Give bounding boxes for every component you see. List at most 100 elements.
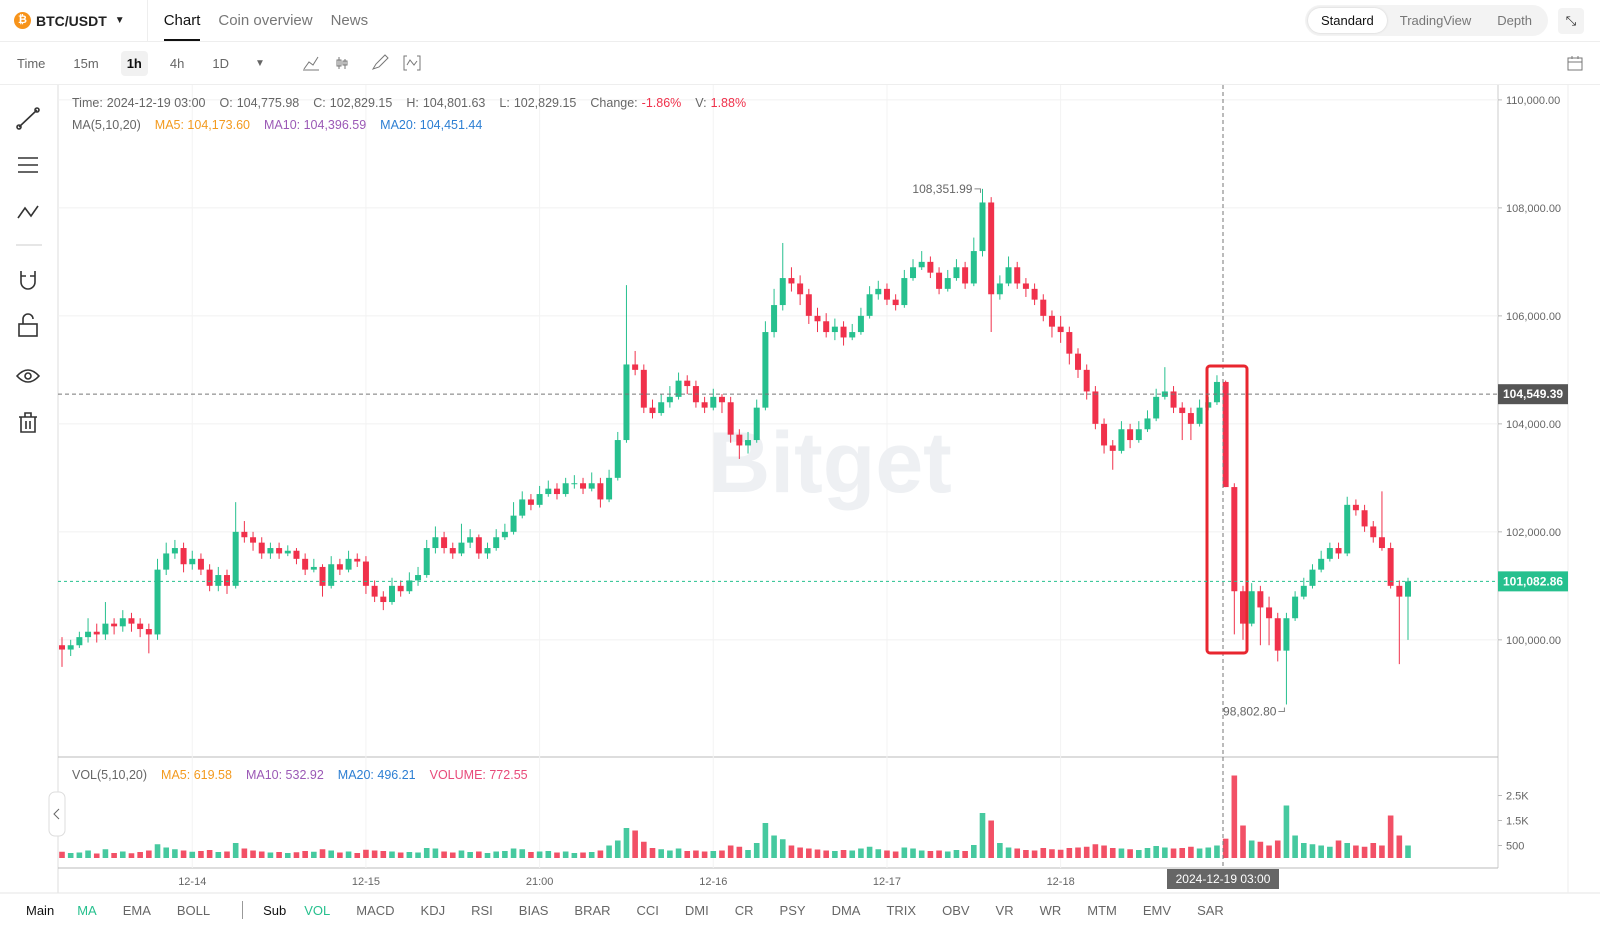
volume-bar [484,853,491,858]
candle-body [93,631,100,635]
indicator-icon[interactable] [403,55,421,71]
volume-bar [1292,835,1298,858]
volume-bar [1240,825,1246,858]
volume-bar [1396,835,1403,858]
volume-bar [632,830,638,858]
interval[interactable]: Time [17,55,46,71]
sub-indicator[interactable]: KDJ [420,902,446,918]
main-indicator[interactable]: MA [77,902,97,918]
interval[interactable]: 1h [120,50,148,76]
lock-shackle [22,313,34,324]
volume-bar [840,850,847,858]
symbol[interactable]: BTC/USDT [36,12,107,29]
candle-body [996,283,1003,295]
sub-indicator[interactable]: OBV [942,902,970,918]
y-tick-label: 102,000.00 [1506,527,1561,539]
candle-body [128,618,135,624]
volume-bar [59,851,65,858]
crosshair-price-label: 104,549.39 [1503,387,1563,401]
volume-bar [588,852,595,858]
candle-body [475,537,482,554]
candle-body [319,566,326,586]
line-type-icon[interactable] [302,56,319,71]
interval-dropdown[interactable]: ▼ [254,57,265,69]
candle-body [753,407,760,441]
sub-indicator[interactable]: VOL [304,902,331,918]
main-indicator[interactable]: BOLL [176,902,211,918]
calendar-icon[interactable] [1567,55,1583,71]
candle-body [189,558,196,565]
candle-body [1127,429,1134,441]
candle-body [250,537,257,543]
high-label: 108,351.99 [912,182,972,196]
info-value: 104,801.63 [422,96,486,110]
sub-indicator[interactable]: PSY [779,902,806,918]
sub-indicator[interactable]: BRAR [574,902,611,918]
fullscreen-button[interactable]: ⤡ [1558,7,1584,34]
symbol-dropdown[interactable]: ▼ [114,15,125,26]
volume-bar [1257,841,1264,858]
tab[interactable]: Coin overview [218,11,313,29]
view-option[interactable]: Standard [1307,8,1387,33]
volume-bar [284,853,291,858]
candle-body [632,364,639,370]
interval[interactable]: 15m [73,55,99,71]
sub-indicator[interactable]: DMA [831,902,861,918]
sub-indicator[interactable]: BIAS [518,902,549,918]
volume-bar [189,851,196,858]
x-tick-label: 21:00 [526,876,554,888]
info-item: Time: 2024-12-19 03:00 [72,96,206,110]
sub-indicator[interactable]: RSI [471,902,493,918]
candle-body [875,288,882,295]
volume-bar [823,850,829,858]
vol-tick-label: 1.5K [1506,816,1529,828]
view-option[interactable]: Depth [1497,13,1532,28]
volume-bar [502,851,508,858]
sub-indicator[interactable]: WR [1039,902,1062,918]
candle-body [302,558,309,570]
volume-bar [476,851,482,858]
candle-body [788,278,795,284]
low-label: 98,802.80 [1223,704,1277,718]
volume-bar [727,845,734,858]
sub-indicator[interactable]: EMV [1142,902,1172,918]
tab[interactable]: Chart [163,1,201,41]
view-option[interactable]: TradingView [1399,13,1472,28]
interval[interactable]: 1D [212,55,229,71]
volume-bar [762,823,769,858]
left-tools [15,107,42,433]
volume-bar [250,850,256,858]
candle-body [597,483,604,500]
collapse-button[interactable] [48,791,66,837]
sub-indicator[interactable]: MTM [1087,902,1117,918]
last-price-label: 101,082.86 [1503,574,1563,588]
volume-bar [1387,815,1394,858]
volume-bar [345,851,352,858]
x-tick-label: 12-18 [1047,876,1075,888]
candle-body [1031,288,1038,300]
info-label: O: [219,96,233,110]
volume-bar [997,843,1003,858]
volume-bar [1361,846,1368,858]
volume-bar [875,849,882,858]
eye-pupil [24,372,32,380]
draw-icon[interactable] [371,54,389,70]
candle-body [501,531,508,538]
candle-body [1014,267,1021,284]
sub-indicator[interactable]: MACD [356,902,395,918]
tab[interactable]: News [330,11,369,29]
sub-indicator[interactable]: CR [734,902,754,918]
volume-bar [172,849,178,858]
sub-indicator[interactable]: CCI [636,902,659,918]
volume-bar [406,852,413,858]
candle-body [814,315,821,322]
volume-bar [519,849,526,858]
interval[interactable]: 4h [169,55,185,71]
main-indicator[interactable]: EMA [122,902,151,918]
sub-indicator[interactable]: TRIX [886,902,917,918]
candle-type-icon[interactable] [336,57,348,69]
candle-body [1213,381,1220,403]
sub-indicator[interactable]: SAR [1197,902,1224,918]
sub-indicator[interactable]: VR [995,902,1014,918]
sub-indicator[interactable]: DMI [684,902,709,918]
